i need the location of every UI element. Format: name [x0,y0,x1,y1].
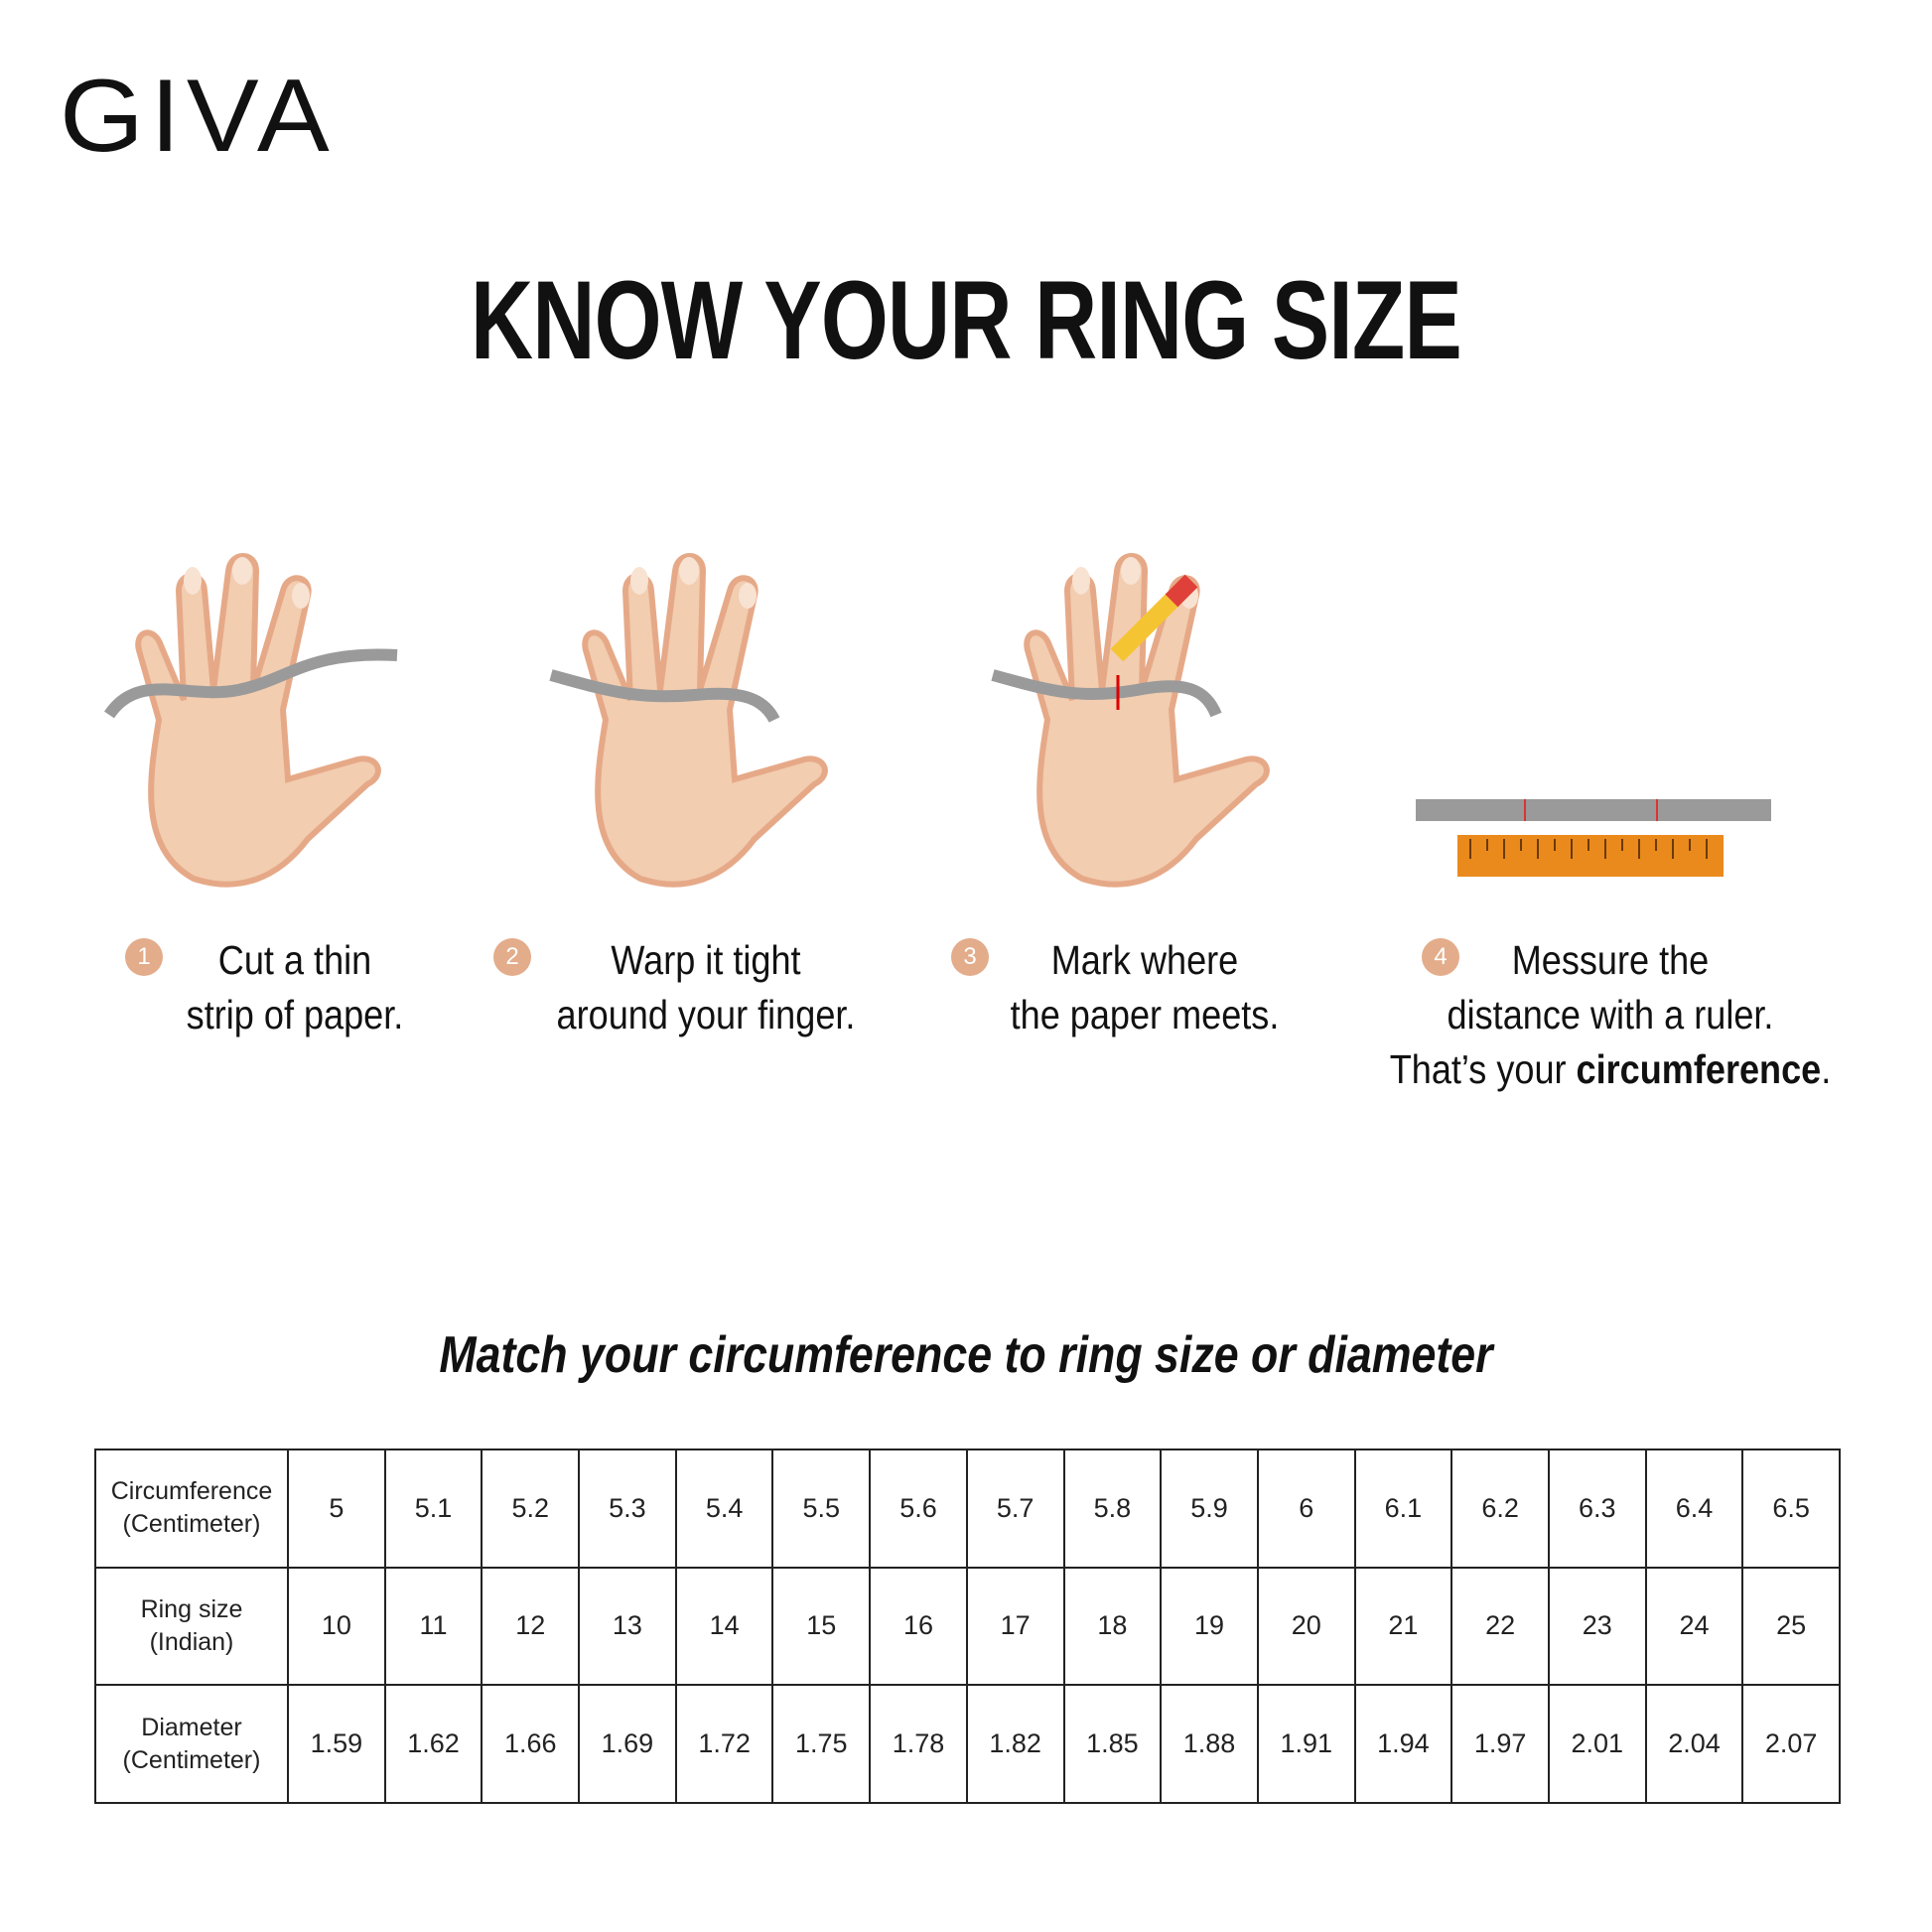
table-cell: 19 [1160,1566,1259,1687]
step-4-line-3-prefix: That’s your [1389,1046,1577,1092]
table-subtitle: Match your circumference to ring size or… [439,1326,1493,1384]
table-cell: 5.3 [578,1449,677,1569]
row-header: Diameter (Centimeter) [94,1684,289,1804]
step-3-number-badge: 3 [951,938,989,976]
table-cell: 24 [1644,1566,1744,1687]
table-cell: 1.94 [1353,1684,1453,1804]
step-4-line-3: That’s your circumference. [1366,1042,1856,1097]
table-cell: 12 [481,1566,581,1687]
page-title: KNOW YOUR RING SIZE [471,258,1462,382]
table-cell: 2.01 [1547,1684,1647,1804]
row-header: Circumference (Centimeter) [94,1449,289,1569]
step-2-line-2: around your finger. [556,992,856,1037]
table-row: Circumference (Centimeter) 5 5.1 5.2 5.3 5.4 5.… [94,1449,1841,1569]
step-3-text: Mark where the paper meets. [970,933,1319,1042]
table-cell: 2.07 [1741,1684,1841,1804]
table-cell: 6.5 [1741,1449,1841,1569]
row-header-line-1: Circumference [110,1477,273,1506]
table-cell: 2.04 [1644,1684,1744,1804]
row-header-line-1: Ring size [140,1594,243,1623]
table-cell: 1.66 [481,1684,581,1804]
table-cell: 5.7 [965,1449,1065,1569]
step-3-line-2: the paper meets. [1010,992,1280,1037]
row-header-line-2: (Centimeter) [122,1745,261,1774]
ring-size-table: Circumference (Centimeter) 5 5.1 5.2 5.3 5.4 5.… [94,1449,1841,1804]
table-cell: 1.85 [1062,1684,1163,1804]
table-cell: 6.4 [1644,1449,1744,1569]
row-header-line-2: (Centimeter) [122,1510,261,1539]
table-cell: 10 [287,1566,386,1687]
table-cell: 17 [965,1566,1065,1687]
table-cell: 5.5 [771,1449,872,1569]
table-cell: 1.72 [674,1684,774,1804]
table-cell: 1.91 [1256,1684,1356,1804]
table-cell: 5.2 [481,1449,581,1569]
table-cell: 23 [1547,1566,1647,1687]
table-cell: 1.78 [869,1684,968,1804]
table-cell: 5.4 [674,1449,774,1569]
table-cell: 6.1 [1353,1449,1453,1569]
hand-wrapping-paper-illustration [549,551,923,908]
table-cell: 6.2 [1450,1449,1550,1569]
table-cell: 5.8 [1062,1449,1163,1569]
step-1-number-badge: 1 [125,938,163,976]
step-2-text: Warp it tight around your finger. [531,933,881,1042]
table-cell: 20 [1256,1566,1356,1687]
table-cell: 18 [1062,1566,1163,1687]
table-cell: 5.6 [869,1449,968,1569]
hand-marking-paper-illustration [991,551,1365,908]
pencil-icon [1110,584,1188,662]
row-header-line-1: Diameter [141,1713,242,1741]
table-cell: 14 [674,1566,774,1687]
step-1-line-2: strip of paper. [186,992,404,1037]
table-cell: 13 [578,1566,677,1687]
step-4-number-badge: 4 [1422,938,1459,976]
table-cell: 1.82 [965,1684,1065,1804]
table-cell: 5 [287,1449,386,1569]
hand-with-paper-strip-illustration [104,553,398,888]
table-cell: 22 [1450,1566,1550,1687]
step-4-line-3-bold: circumference [1576,1046,1822,1092]
table-row: Diameter (Centimeter) 1.59 1.62 1.66 1.69 1.72… [94,1684,1841,1804]
table-cell: 5.9 [1160,1449,1259,1569]
giva-logo: GIVA [60,59,337,174]
step-4-line-2: distance with a ruler. [1447,992,1774,1037]
table-cell: 25 [1741,1566,1841,1687]
table-cell: 11 [383,1566,483,1687]
step-1-line-1: Cut a thin [217,937,372,983]
step-4-line-1: Messure the [1511,937,1710,983]
step-1-text: Cut a thin strip of paper. [155,933,435,1042]
table-cell: 1.75 [771,1684,872,1804]
table-cell: 5.1 [383,1449,483,1569]
table-cell: 6.3 [1547,1449,1647,1569]
table-cell: 1.62 [383,1684,483,1804]
row-header-line-2: (Indian) [149,1627,234,1656]
step-2-number-badge: 2 [493,938,531,976]
step-4-line-3-suffix: . [1821,1046,1832,1092]
table-cell: 1.59 [287,1684,386,1804]
table-cell: 1.69 [578,1684,677,1804]
ruler-measuring-illustration [1416,799,1771,877]
table-cell: 16 [869,1566,968,1687]
row-header: Ring size (Indian) [94,1566,289,1687]
table-row: Ring size (Indian) 10 11 12 13 14 15 16 17 18 19 20 2… [94,1566,1841,1687]
step-3-line-1: Mark where [1050,937,1239,983]
step-4-text: Messure the distance with a ruler. That’… [1366,933,1856,1097]
table-cell: 6 [1256,1449,1356,1569]
table-cell: 15 [771,1566,872,1687]
table-cell: 21 [1353,1566,1453,1687]
table-cell: 1.88 [1160,1684,1259,1804]
table-cell: 1.97 [1450,1684,1550,1804]
step-2-line-1: Warp it tight [611,937,801,983]
